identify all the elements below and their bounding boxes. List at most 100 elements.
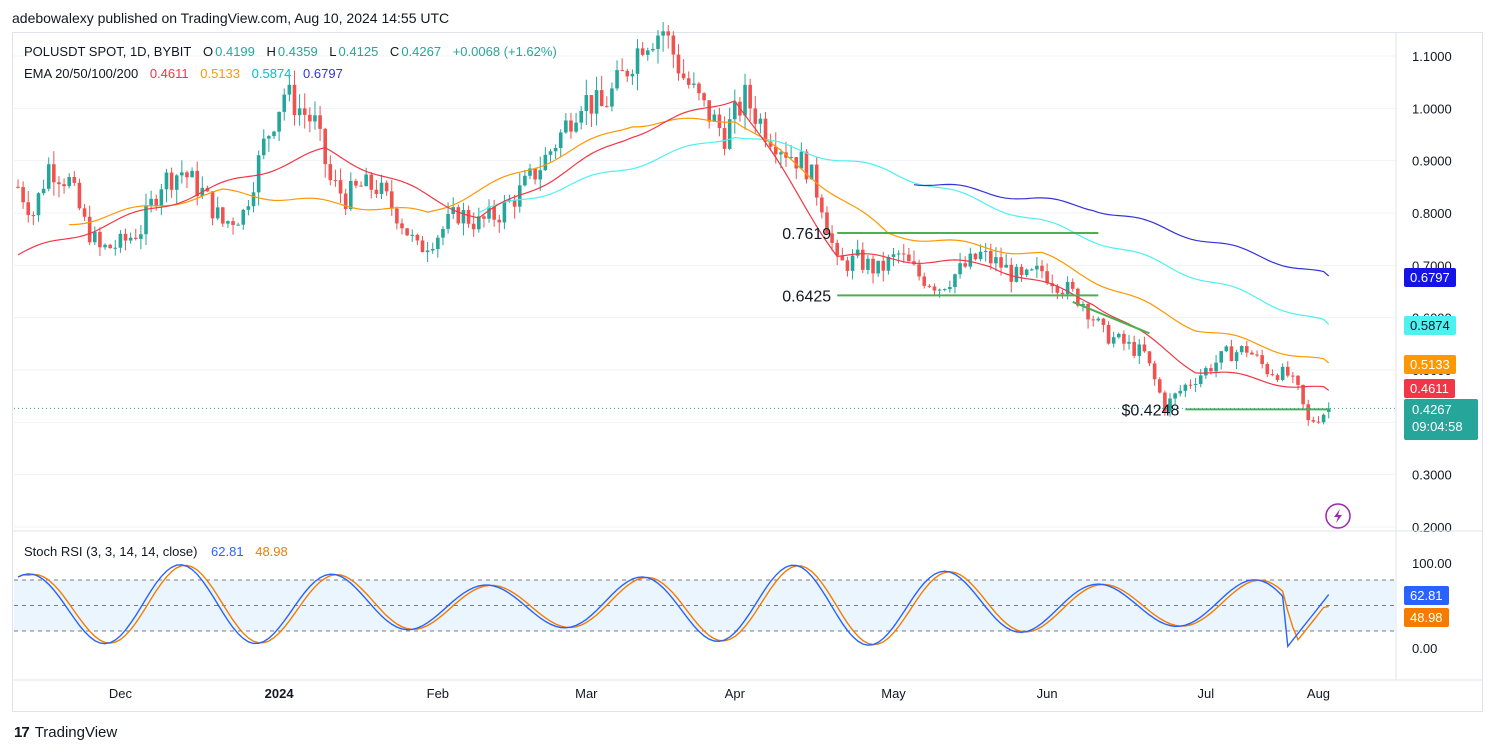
candle-body	[1234, 352, 1239, 362]
candle-body	[948, 287, 952, 290]
candle-body	[21, 187, 25, 203]
candle-body	[528, 168, 532, 176]
candle-body	[16, 186, 20, 188]
candle-body	[1137, 344, 1142, 356]
candle-body	[1188, 384, 1193, 386]
candle-body	[1178, 390, 1183, 394]
candle-body	[820, 197, 824, 213]
candle-body	[282, 94, 287, 112]
candle-body	[814, 164, 819, 198]
candle-body	[1111, 337, 1116, 344]
candle-body	[441, 228, 445, 238]
candle-body	[733, 101, 737, 120]
candle-body	[876, 260, 880, 274]
candle-body	[840, 255, 845, 261]
candle-body	[389, 191, 394, 209]
candle-body	[855, 249, 860, 256]
candle-body	[635, 48, 640, 74]
candle-body	[261, 138, 266, 156]
candle-body	[308, 114, 312, 122]
candle-body	[1198, 375, 1203, 384]
candle-body	[456, 207, 461, 224]
candle-body	[477, 216, 481, 230]
candle-body	[323, 128, 327, 165]
candle-body	[1045, 271, 1049, 284]
candle-body	[922, 276, 927, 286]
candle-body	[236, 224, 240, 226]
candle-body	[333, 180, 338, 182]
rsi-k-value: 62.81	[211, 544, 244, 559]
x-tick-label: Mar	[575, 686, 598, 701]
candle-body	[164, 172, 169, 190]
candle-body	[1065, 281, 1070, 295]
candle-body	[215, 207, 220, 219]
candle-body	[251, 192, 256, 207]
candle-body	[1168, 398, 1172, 412]
candle-body	[753, 108, 758, 124]
bar-countdown: 09:04:58	[1412, 419, 1463, 434]
candle-body	[1275, 375, 1280, 380]
candle-body	[917, 264, 921, 277]
candle-body	[1219, 351, 1223, 363]
candle-body	[743, 84, 747, 116]
rsi-d-line	[17, 564, 1329, 646]
candle-body	[697, 83, 701, 94]
candle-body	[1270, 374, 1275, 376]
candle-body	[292, 84, 297, 116]
candle-body	[994, 257, 998, 264]
candle-body	[896, 253, 901, 255]
candle-body	[1229, 346, 1234, 362]
footer-brand[interactable]: 17 TradingView	[14, 724, 117, 741]
candle-body	[1029, 269, 1034, 271]
candle-body	[538, 170, 543, 180]
candle-body	[932, 286, 937, 291]
candle-body	[1163, 392, 1167, 412]
candle-body	[1060, 292, 1065, 295]
change-value: +0.0068 (+1.62%)	[452, 44, 557, 59]
rsi-y-tick: 100.00	[1412, 556, 1452, 571]
candle-body	[82, 208, 87, 217]
lightning-icon[interactable]	[1325, 503, 1351, 529]
candle-body	[108, 244, 112, 249]
candle-body	[31, 215, 36, 217]
last-price-tag: 0.4267 09:04:58	[1404, 399, 1478, 440]
candle-body	[686, 78, 691, 85]
candle-body	[400, 223, 404, 229]
candle-body	[405, 228, 409, 236]
ema50-price-tag: 0.5133	[1404, 355, 1456, 374]
candle-body	[1316, 421, 1321, 423]
candle-body	[482, 216, 486, 219]
low-value: 0.4125	[338, 44, 379, 59]
candle-body	[707, 100, 711, 122]
candle-body	[1311, 420, 1316, 422]
candle-body	[768, 141, 773, 147]
candle-body	[1152, 363, 1157, 380]
candle-body	[1055, 286, 1060, 293]
candle-body	[123, 233, 128, 241]
candle-body	[794, 157, 799, 169]
candle-body	[907, 254, 911, 262]
candle-body	[809, 164, 814, 180]
ohlc-legend: POLUSDT SPOT, 1D, BYBIT O 0.4199 H 0.4359 …	[24, 44, 559, 59]
candle-body	[866, 258, 870, 270]
candle-body	[221, 207, 225, 224]
candle-body	[620, 70, 624, 72]
candle-body	[523, 175, 527, 186]
candle-body	[1255, 354, 1259, 356]
candle-body	[1086, 303, 1090, 320]
candle-body	[103, 244, 107, 248]
y-tick-label: 0.2000	[1412, 520, 1452, 535]
candle-body	[1209, 368, 1213, 372]
candle-body	[1040, 265, 1044, 272]
candle-body	[651, 48, 655, 51]
candle-body	[891, 254, 896, 257]
candle-body	[62, 184, 66, 187]
candle-body	[712, 114, 717, 122]
candle-body	[564, 120, 568, 133]
candle-body	[492, 206, 496, 220]
candle-body	[548, 151, 553, 155]
candle-body	[159, 189, 164, 206]
candle-body	[804, 151, 809, 180]
candle-body	[154, 198, 159, 206]
